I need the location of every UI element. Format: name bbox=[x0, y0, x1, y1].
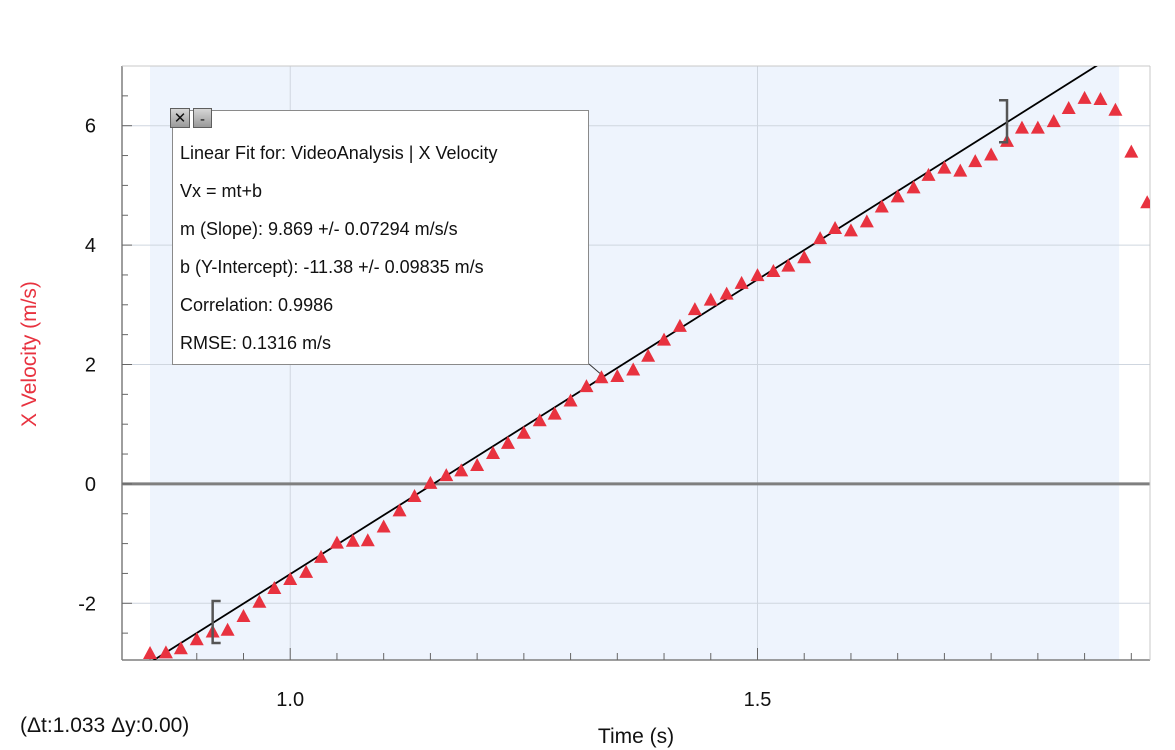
data-point bbox=[813, 231, 828, 245]
fit-slope: m (Slope): 9.869 +/- 0.07294 m/s/s bbox=[180, 219, 458, 239]
data-point bbox=[329, 535, 344, 549]
fit-range-end-bracket[interactable] bbox=[999, 98, 1009, 144]
data-point bbox=[968, 154, 983, 168]
y-tick-label: 0 bbox=[85, 474, 96, 496]
y-tick-label: 2 bbox=[85, 354, 96, 376]
data-point bbox=[579, 379, 594, 393]
data-point bbox=[143, 646, 158, 660]
data-point bbox=[470, 457, 485, 471]
data-point bbox=[766, 263, 781, 277]
data-point bbox=[828, 220, 843, 234]
data-point bbox=[1140, 195, 1150, 209]
data-point bbox=[1124, 144, 1139, 158]
data-point bbox=[407, 489, 422, 503]
data-point bbox=[345, 533, 360, 547]
data-point bbox=[1046, 114, 1061, 128]
data-point bbox=[314, 549, 329, 563]
data-point bbox=[299, 564, 314, 578]
y-axis-label: X Velocity (m/s) bbox=[18, 281, 41, 427]
data-point bbox=[267, 580, 282, 594]
x-axis-label: Time (s) bbox=[597, 725, 675, 748]
data-point bbox=[921, 167, 936, 181]
data-point bbox=[1108, 102, 1123, 116]
minimize-fit-button[interactable]: - bbox=[193, 108, 212, 128]
data-point bbox=[236, 609, 251, 623]
x-tick-label: 1.5 bbox=[744, 689, 772, 711]
data-point bbox=[703, 292, 718, 306]
fit-rmse: RMSE: 0.1316 m/s bbox=[180, 333, 332, 353]
data-point bbox=[719, 286, 734, 300]
data-point bbox=[532, 413, 547, 427]
data-point bbox=[953, 163, 968, 177]
data-point bbox=[220, 622, 235, 636]
data-point bbox=[500, 435, 515, 449]
data-point bbox=[1030, 120, 1045, 134]
fit-correlation: Correlation: 0.9986 bbox=[180, 295, 334, 315]
data-point bbox=[158, 645, 173, 659]
data-point bbox=[1061, 100, 1076, 114]
data-point bbox=[516, 425, 531, 439]
data-point bbox=[189, 632, 204, 646]
data-point bbox=[843, 223, 858, 237]
data-point bbox=[781, 258, 796, 272]
data-point bbox=[797, 250, 812, 264]
data-point bbox=[439, 468, 454, 482]
data-point bbox=[937, 160, 952, 174]
data-point bbox=[657, 332, 672, 346]
data-series bbox=[143, 90, 1150, 660]
data-point bbox=[392, 503, 407, 517]
data-point bbox=[454, 463, 469, 477]
data-point bbox=[173, 641, 188, 655]
data-point bbox=[626, 362, 641, 376]
data-point bbox=[906, 180, 921, 194]
data-point bbox=[734, 275, 749, 289]
linear-fit-line bbox=[152, 66, 1098, 660]
data-point bbox=[890, 189, 905, 203]
data-point bbox=[750, 268, 765, 282]
data-point bbox=[984, 147, 999, 161]
y-tick-label: 6 bbox=[85, 116, 96, 138]
fit-equation: Vx = mt+b bbox=[180, 181, 263, 201]
data-point bbox=[1093, 92, 1108, 106]
data-point bbox=[360, 533, 375, 547]
data-point bbox=[376, 519, 391, 533]
data-point bbox=[252, 594, 267, 608]
fit-range-start-bracket[interactable] bbox=[211, 599, 221, 645]
data-point bbox=[610, 369, 625, 383]
data-point bbox=[563, 393, 578, 407]
data-point bbox=[687, 302, 702, 316]
data-point bbox=[859, 214, 874, 228]
y-tick-label: 4 bbox=[85, 235, 96, 257]
y-tick-label: -2 bbox=[78, 593, 96, 615]
data-point bbox=[547, 406, 562, 420]
data-point bbox=[672, 318, 687, 332]
linear-fit-box[interactable]: ✕ - Linear Fit for: VideoAnalysis | X Ve… bbox=[170, 108, 589, 365]
data-point bbox=[486, 446, 501, 460]
data-point bbox=[594, 370, 609, 384]
data-point bbox=[1077, 90, 1092, 104]
x-tick-label: 1.0 bbox=[276, 689, 304, 711]
data-point bbox=[283, 572, 298, 586]
data-point bbox=[423, 475, 438, 489]
data-point bbox=[1014, 120, 1029, 134]
close-fit-button[interactable]: ✕ bbox=[170, 108, 190, 128]
data-point bbox=[641, 348, 656, 362]
data-point bbox=[874, 199, 889, 213]
delta-readout: (Δt:1.033 Δy:0.00) bbox=[20, 714, 190, 737]
fit-title: Linear Fit for: VideoAnalysis | X Veloci… bbox=[180, 143, 498, 163]
fit-intercept: b (Y-Intercept): -11.38 +/- 0.09835 m/s bbox=[180, 257, 484, 277]
